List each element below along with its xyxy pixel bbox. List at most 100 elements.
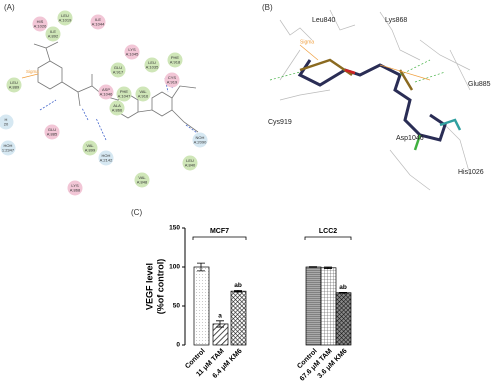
residue-label: Cys919 — [268, 119, 292, 126]
residue-circle — [67, 180, 83, 196]
residue-name: LEU — [61, 13, 69, 18]
annotation: Sigma — [300, 39, 314, 45]
bar — [335, 292, 352, 346]
residue-name: HOH — [102, 153, 111, 158]
residue-name: PHE — [120, 89, 129, 94]
residue-circle — [82, 140, 98, 156]
residue-name: ASP — [102, 87, 110, 92]
significance-label: a — [218, 313, 222, 320]
docking-3d — [269, 9, 471, 191]
residue-name: PHE — [171, 55, 180, 60]
residue-circle — [135, 86, 151, 102]
residue-name: GLU — [114, 65, 122, 70]
residue-name: LEU — [148, 60, 156, 65]
residue-circle — [98, 84, 114, 100]
residue-id: A:868 — [70, 188, 81, 193]
residue-id: A:2142 — [100, 158, 113, 163]
residue-name: VAL — [86, 143, 94, 148]
residue-circle — [45, 26, 61, 42]
annotation: Sigma — [26, 69, 39, 74]
bar — [305, 266, 322, 346]
residue-id: A:1047 — [118, 94, 131, 99]
residue-circle — [57, 10, 73, 26]
error-bar — [234, 290, 242, 293]
residue-circle — [134, 172, 150, 188]
residue-id: A:918 — [170, 60, 181, 65]
residue-id: A:1019 — [59, 18, 72, 23]
error-bar — [197, 262, 205, 272]
bar — [193, 266, 210, 346]
panel-label: (C) — [131, 208, 142, 217]
significance-label: ab — [234, 282, 242, 289]
panel-label: (A) — [4, 3, 15, 12]
residue-circle — [0, 140, 16, 156]
residue-name: ALA — [113, 103, 121, 108]
y-axis-label: VEGF level — [144, 263, 154, 310]
residue-id: A:1045 — [126, 52, 139, 57]
y-tick-label: 150 — [169, 225, 180, 232]
residue-id: A:840 — [185, 163, 196, 168]
residue-circle — [164, 72, 180, 88]
residue-id: A:1044 — [92, 22, 105, 27]
residue-name: H — [5, 117, 8, 122]
residue-name: NOH — [196, 135, 205, 140]
residue-label: Asp1046 — [396, 135, 424, 142]
residue-circle — [167, 52, 183, 68]
residue-label: His1026 — [458, 169, 484, 176]
residue-id: A:885 — [47, 132, 58, 137]
residue-name: LEU — [186, 158, 194, 163]
y-tick-label: 0 — [176, 342, 180, 349]
residue-circle — [32, 16, 48, 32]
residue-id: A:919 — [167, 80, 178, 85]
residue-name: HIS — [37, 19, 44, 24]
residue-id: A:866 — [112, 108, 123, 113]
y-tick-label: 50 — [173, 303, 181, 310]
error-bar — [339, 291, 347, 294]
panel-label: (B) — [262, 3, 273, 12]
residue-name: ILE — [50, 29, 56, 34]
residue-name: CYS — [168, 75, 177, 80]
bar — [212, 323, 229, 346]
residue-id: 20 — [4, 122, 9, 127]
residue-circle — [110, 62, 126, 78]
residue-label: Glu885 — [468, 81, 491, 88]
residue-id: A:1035 — [146, 65, 159, 70]
residue-id: 1:2347 — [2, 148, 15, 153]
residue-circle — [44, 124, 60, 140]
y-axis-label: (%of control) — [155, 259, 165, 315]
residue-id: A:899 — [85, 148, 96, 153]
residue-id: A:889 — [9, 85, 20, 90]
residue-name: LEU — [10, 80, 18, 85]
residue-circle — [109, 100, 125, 116]
residue-name: HOH — [4, 143, 13, 148]
residue-circle — [90, 14, 106, 30]
error-bar — [324, 266, 332, 269]
residue-name: GLU — [48, 127, 56, 132]
error-bar — [216, 320, 224, 328]
residue-id: A:916 — [138, 94, 149, 99]
significance-label: ab — [339, 284, 347, 291]
residue-label: Leu840 — [312, 17, 335, 24]
group-label: LCC2 — [319, 228, 337, 235]
residue-id: A:892 — [48, 34, 59, 39]
residue-id: A:1046 — [100, 92, 113, 97]
residue-name: VAL — [139, 89, 147, 94]
residue-circle — [116, 86, 132, 102]
